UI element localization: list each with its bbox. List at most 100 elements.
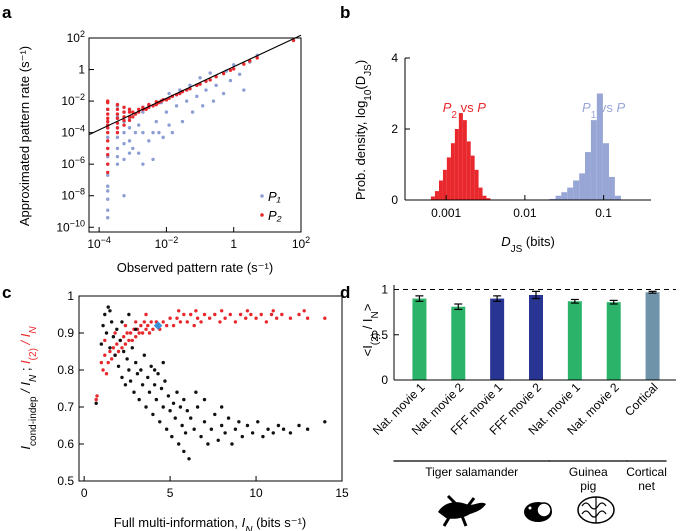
a-ytick-base-4: 10 [61,157,75,171]
c-point-s0-4 [103,353,107,357]
b-bar-s0-2 [438,180,443,200]
a-point-s1-8 [106,119,110,124]
c-ytick-label-1: 0.6 [57,437,74,451]
c-point-s0-56 [249,312,253,317]
c-point-s1-70 [250,431,255,435]
c-point-s1-61 [216,438,220,442]
b-red-end: P [477,100,486,115]
brain-icon [577,496,615,524]
a-point-s0-19 [122,157,126,162]
c-point-s0-75 [245,309,250,313]
c-ytick-label-3: 0.8 [57,363,74,377]
c-point-s1-73 [266,427,270,431]
c-point-s1-16 [125,357,129,361]
c-point-s0-24 [137,331,141,335]
d-bar-0 [412,298,427,380]
a-point-s1-10 [106,112,110,116]
a-point-s0-4 [106,173,110,177]
c-point-s0-65 [305,316,310,320]
a-point-s0-65 [232,63,236,67]
a-point-s0-25 [127,151,132,155]
c-point-s0-54 [238,312,243,317]
a-point-s1-39 [147,102,151,107]
c-xtick-label-0: 0 [81,486,88,500]
c-point-s0-31 [149,320,153,324]
c-point-s1-76 [281,427,286,431]
panel-letter-c: c [2,283,11,302]
panel-c-frame [78,295,343,482]
c-ylabel-bpost: / I [18,382,33,397]
panel-letter-d: d [340,283,350,302]
c-point-s1-39 [164,427,169,431]
c-point-s1-11 [116,364,121,368]
c-point-s1-5 [106,305,110,309]
c-point-s1-77 [288,431,293,435]
c-point-s0-12 [116,349,121,354]
d-ylabel-mid: / I [360,318,375,332]
c-point-s1-47 [178,405,183,409]
b-xtick-label-0: 0.001 [431,206,461,220]
c-point-s0-76 [271,309,275,313]
a-ytick-label-5: 10−8 [61,187,85,203]
c-point-s1-64 [226,416,231,420]
c-point-s0-5 [104,372,109,376]
b-xtick-label-2: 0.1 [595,206,612,220]
c-point-s1-24 [139,368,143,372]
c-point-s0-37 [168,316,172,320]
c-point-s1-44 [173,416,177,420]
c-point-s1-84 [108,309,112,313]
c-point-s1-41 [168,409,172,413]
c-ylabel-bsub2: N [28,374,39,382]
c-point-s0-74 [219,309,224,313]
b-bar-s0-13 [482,195,487,200]
a-point-s1-13 [106,99,110,103]
a-point-s0-2 [106,208,110,212]
a-xtick-label-0: 10−4 [87,235,111,251]
b-bar-s0-8 [462,120,467,200]
c-point-s1-78 [297,423,301,428]
c-point-s1-30 [149,364,153,368]
c-point-s0-46 [199,320,203,324]
c-point-s0-35 [161,320,165,324]
a-ytick-label-4: 10−6 [61,155,85,171]
a-point-s1-36 [141,105,145,110]
c-point-s1-43 [171,401,176,405]
b-bar-s0-7 [458,113,463,200]
c-point-s1-32 [152,383,157,387]
c-point-s1-46 [176,442,181,446]
a-point-s0-50 [178,88,182,92]
a-xtick-exp-0: −4 [101,235,111,245]
c-point-s1-85 [152,368,157,372]
c-point-s1-27 [144,405,148,409]
a-xtick-base-1: 10 [155,237,169,251]
c-point-s0-77 [302,309,306,313]
c-point-s0-45 [195,316,200,320]
c-point-s1-68 [240,434,245,439]
c-point-s1-48 [180,423,184,428]
a-point-s1-6 [106,126,110,130]
c-point-s0-15 [121,335,126,339]
c-point-s0-2 [99,360,104,365]
panel-letter-a: a [2,3,12,22]
a-point-s0-51 [180,119,185,124]
d-group-label-1-0: Guinea [569,465,608,479]
c-point-s0-29 [146,323,150,328]
c-point-s0-14 [120,346,124,350]
a-point-s0-58 [204,88,208,92]
c-ylabel-rsub: (2) [28,348,39,360]
c-point-s1-75 [276,423,281,428]
c-point-s1-26 [142,353,147,357]
a-point-s0-26 [127,139,132,143]
d-bar-1 [451,306,466,380]
legend-p1-marker [260,194,264,198]
c-point-s1-51 [185,409,189,413]
c-point-s0-3 [101,368,105,372]
a-ytick-exp-6: −10 [70,218,85,228]
c-point-s1-13 [120,375,124,380]
c-point-s1-89 [194,390,198,394]
a-xtick-label-2: 1 [230,237,237,251]
legend-p2-marker [260,213,264,217]
a-point-s1-11 [106,107,110,112]
c-point-s0-18 [127,338,131,343]
